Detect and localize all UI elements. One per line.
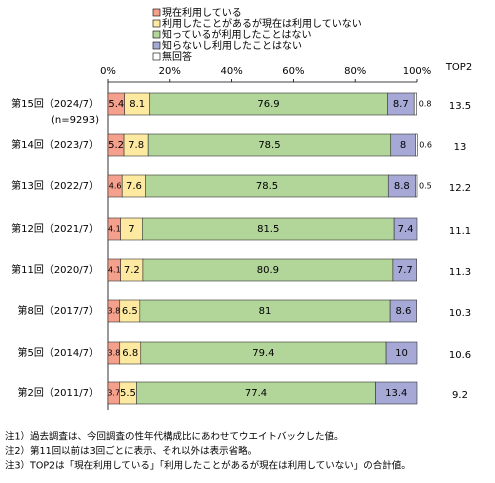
top2-value: 11.1 xyxy=(449,226,471,237)
note: 注3）TOP2は「現在利用している」「利用したことがあるが現在は利用していない」… xyxy=(5,460,411,472)
top2-header: TOP2 xyxy=(445,62,472,73)
x-tick-label: 40% xyxy=(220,66,242,77)
value-label: 0.8 xyxy=(419,100,432,109)
value-label: 0.6 xyxy=(419,141,432,150)
bar-segment xyxy=(413,92,417,116)
bar-segment xyxy=(389,299,417,323)
value-label: 13.4 xyxy=(385,388,407,399)
value-label: 6.8 xyxy=(122,348,138,359)
value-label: 8.8 xyxy=(394,181,410,192)
category-label: 第2回（2011/7） xyxy=(17,386,99,399)
top2-value: 10.6 xyxy=(449,350,471,361)
value-label: 78.5 xyxy=(256,181,278,192)
x-tick-label: 80% xyxy=(344,66,366,77)
top2-value: 12.2 xyxy=(449,183,471,194)
bar-segment xyxy=(415,133,418,157)
value-label: 3.7 xyxy=(107,389,120,398)
legend-label: 無回答 xyxy=(162,50,192,63)
value-label: 78.5 xyxy=(258,140,280,151)
x-tick-label: 20% xyxy=(159,66,181,77)
bar-segment xyxy=(392,258,417,282)
category-note: (n=9293) xyxy=(51,115,99,126)
legend-swatch xyxy=(152,41,161,50)
category-label: 第15回（2024/7） xyxy=(11,97,99,110)
top2-value: 10.3 xyxy=(449,308,471,319)
legend-label: 現在利用している xyxy=(162,7,242,19)
value-label: 5.4 xyxy=(108,99,124,110)
value-label: 8.6 xyxy=(395,306,411,317)
value-label: 5.2 xyxy=(108,140,124,151)
top2-value: 13.5 xyxy=(449,101,471,112)
value-label: 77.4 xyxy=(245,388,267,399)
value-label: 5.5 xyxy=(120,388,136,399)
value-label: 7.7 xyxy=(397,265,413,276)
value-label: 81 xyxy=(259,306,272,317)
value-label: 4.6 xyxy=(109,182,122,191)
top2-value: 9.2 xyxy=(452,390,468,401)
x-tick-label: 60% xyxy=(282,66,304,77)
legend-swatch xyxy=(152,19,161,28)
legend-label: 知っているが利用したことはない xyxy=(162,28,312,41)
value-label: 10 xyxy=(395,348,408,359)
category-label: 第12回（2021/7） xyxy=(11,222,99,235)
value-label: 7.8 xyxy=(128,140,144,151)
value-label: 8.1 xyxy=(129,99,145,110)
note: 注2）第11回以前は3回ごとに表示、それ以外は表示省略。 xyxy=(5,445,257,457)
value-label: 3.8 xyxy=(108,307,121,316)
value-label: 4.1 xyxy=(108,225,121,234)
legend-swatch xyxy=(152,30,161,39)
category-label: 第5回（2014/7） xyxy=(17,346,99,359)
value-label: 76.9 xyxy=(257,99,279,110)
value-label: 4.1 xyxy=(108,266,121,275)
value-label: 8.7 xyxy=(393,99,409,110)
value-label: 6.5 xyxy=(122,306,138,317)
x-tick-label: 0% xyxy=(100,66,116,77)
value-label: 3.8 xyxy=(108,349,121,358)
value-label: 8 xyxy=(400,140,406,151)
category-label: 第14回（2023/7） xyxy=(11,138,99,151)
bar-segment xyxy=(385,341,418,365)
category-label: 第13回（2022/7） xyxy=(11,179,99,192)
note: 注1）過去調査は、今回調査の性年代構成比にあわせてウエイトバックした値。 xyxy=(5,431,344,443)
bar-segment xyxy=(415,174,418,198)
value-label: 81.5 xyxy=(257,224,279,235)
value-label: 7 xyxy=(128,224,134,235)
bar-segment xyxy=(393,217,418,241)
legend-label: 知らないし利用したことはない xyxy=(162,39,302,52)
category-label: 第8回（2017/7） xyxy=(17,304,99,317)
category-label: 第11回（2020/7） xyxy=(11,263,99,276)
top2-value: 11.3 xyxy=(449,267,471,278)
value-label: 7.4 xyxy=(398,224,414,235)
value-label: 7.2 xyxy=(124,265,140,276)
value-label: 80.9 xyxy=(257,265,279,276)
legend-swatch xyxy=(152,52,161,61)
value-label: 79.4 xyxy=(252,348,274,359)
value-label: 0.5 xyxy=(419,182,432,191)
top2-value: 13 xyxy=(454,142,467,153)
x-tick-label: 100% xyxy=(403,66,432,77)
bar-segment xyxy=(375,381,418,405)
value-label: 7.6 xyxy=(126,181,142,192)
legend-label: 利用したことがあるが現在は利用していない xyxy=(162,17,362,30)
legend-swatch xyxy=(152,8,161,17)
